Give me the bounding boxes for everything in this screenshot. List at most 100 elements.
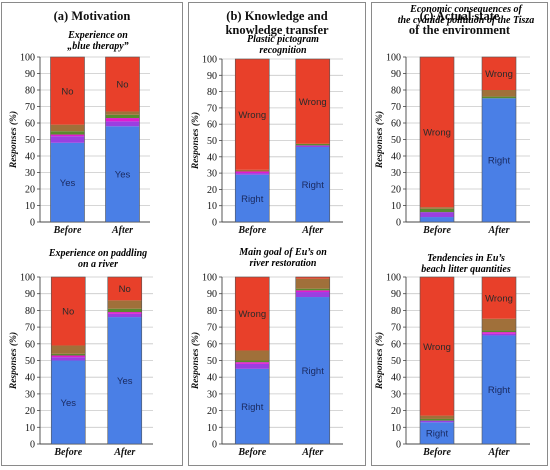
bar-segment xyxy=(420,422,454,444)
bar-segment xyxy=(235,174,270,222)
y-tick-label: 60 xyxy=(25,339,35,350)
bar-segment xyxy=(51,353,86,356)
bar-segment xyxy=(107,277,142,301)
bar-segment xyxy=(235,59,270,170)
bar-segment xyxy=(295,292,330,298)
chart-title: beach litter quantities xyxy=(421,264,511,275)
panel-title-line: knowledge transfer xyxy=(225,23,329,37)
bar-segment xyxy=(482,277,516,319)
y-axis-label: Responses (%) xyxy=(374,332,385,390)
x-category-label: After xyxy=(301,225,323,236)
segment-label: Right xyxy=(302,366,325,377)
chart-title: Experience on paddling xyxy=(48,248,147,259)
x-category-label: Before xyxy=(422,225,451,236)
y-axis-label: Responses (%) xyxy=(190,112,201,170)
y-tick-label: 20 xyxy=(391,185,401,196)
bar-segment xyxy=(235,169,270,172)
y-tick-label: 80 xyxy=(391,86,401,97)
y-tick-label: 30 xyxy=(25,168,35,179)
bar-segment xyxy=(105,126,140,222)
y-tick-label: 100 xyxy=(20,273,35,284)
y-axis-label: Responses (%) xyxy=(374,111,385,169)
segment-label: No xyxy=(61,86,73,97)
segment-label: Wrong xyxy=(485,69,513,80)
y-tick-label: 80 xyxy=(25,306,35,317)
bar-segment xyxy=(50,142,85,222)
chart-title: Tendencies in Eu’s xyxy=(427,253,505,264)
y-tick-label: 100 xyxy=(386,273,401,284)
segment-label: No xyxy=(116,80,128,91)
bar-segment xyxy=(295,59,330,144)
y-tick-label: 90 xyxy=(391,289,401,300)
y-tick-label: 70 xyxy=(207,103,217,114)
segment-label: Wrong xyxy=(238,309,266,320)
y-tick-label: 0 xyxy=(30,440,35,451)
segment-label: Yes xyxy=(61,398,77,409)
panel-title-line: (a) Motivation xyxy=(53,9,131,23)
bar-segment xyxy=(50,57,85,125)
y-tick-label: 70 xyxy=(391,323,401,334)
bar-segment xyxy=(235,171,270,174)
y-tick-label: 10 xyxy=(207,423,217,434)
y-tick-label: 30 xyxy=(207,169,217,180)
chart-title: the cyanide pollution of the Tisza xyxy=(398,15,535,26)
y-tick-label: 60 xyxy=(207,339,217,350)
y-tick-label: 70 xyxy=(391,102,401,113)
segment-label: Wrong xyxy=(238,110,266,121)
bar-segment xyxy=(420,208,454,213)
bar-segment xyxy=(482,318,516,331)
panel-title: (b) Knowledge and knowledge transfer xyxy=(189,9,365,37)
y-tick-label: 20 xyxy=(207,406,217,417)
bar-segment xyxy=(235,360,270,363)
bar-segment xyxy=(107,308,142,313)
chart-title: on a river xyxy=(78,259,118,270)
y-tick-label: 60 xyxy=(207,120,217,131)
y-tick-label: 90 xyxy=(25,69,35,80)
bar-outline xyxy=(419,276,455,445)
segment-label: Wrong xyxy=(423,342,451,353)
y-tick-label: 50 xyxy=(207,136,217,147)
bar-segment xyxy=(235,350,270,361)
bar-segment xyxy=(420,277,454,416)
y-tick-label: 30 xyxy=(25,389,35,400)
panel-title-line: (b) Knowledge and xyxy=(226,9,328,23)
y-tick-label: 70 xyxy=(207,323,217,334)
x-category-label: Before xyxy=(237,447,266,458)
bar-segment xyxy=(107,312,142,314)
bar-outline xyxy=(481,276,517,445)
bar-segment xyxy=(295,278,330,289)
y-tick-label: 40 xyxy=(207,152,217,163)
chart-title: recognition xyxy=(259,45,307,56)
y-tick-label: 0 xyxy=(396,440,401,451)
y-tick-label: 40 xyxy=(25,152,35,163)
y-tick-label: 10 xyxy=(207,201,217,212)
bar-segment xyxy=(482,96,516,99)
chart-title: Main goal of Eu’s on xyxy=(238,247,327,258)
y-tick-label: 0 xyxy=(212,218,217,229)
y-tick-label: 100 xyxy=(202,273,217,284)
y-tick-label: 80 xyxy=(391,306,401,317)
x-category-label: After xyxy=(487,447,509,458)
y-tick-label: 50 xyxy=(207,356,217,367)
bar-outline xyxy=(50,56,85,223)
y-tick-label: 90 xyxy=(391,69,401,80)
segment-label: Right xyxy=(488,156,511,167)
y-tick-label: 60 xyxy=(391,119,401,130)
segment-label: Right xyxy=(241,402,264,413)
y-tick-label: 40 xyxy=(391,373,401,384)
y-tick-label: 20 xyxy=(391,406,401,417)
bar-segment xyxy=(420,420,454,423)
panel-title-line: of the environment xyxy=(408,23,511,37)
y-tick-label: 60 xyxy=(25,119,35,130)
segment-label: Yes xyxy=(115,170,131,181)
bar-segment xyxy=(51,355,86,358)
y-tick-label: 10 xyxy=(391,423,401,434)
x-category-label: After xyxy=(301,447,323,458)
bar-segment xyxy=(107,300,142,309)
bar-segment xyxy=(482,335,516,444)
bar-outline xyxy=(234,58,270,223)
y-tick-label: 30 xyxy=(207,389,217,400)
x-category-label: After xyxy=(111,225,133,236)
panel-motivation: (a) Motivation xyxy=(1,2,183,466)
